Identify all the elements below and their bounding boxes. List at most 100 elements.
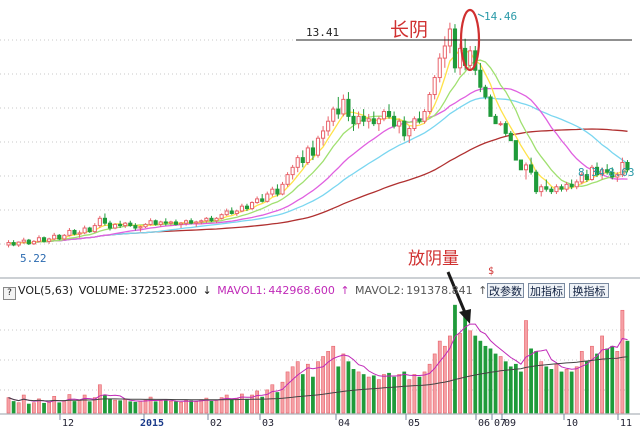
candle-body bbox=[513, 140, 518, 161]
volume-bar bbox=[42, 402, 46, 414]
candle-body bbox=[214, 217, 219, 222]
candle-body bbox=[270, 188, 275, 195]
mavol2-value: 191378.841 bbox=[406, 284, 473, 297]
time-tick-label: 10 bbox=[566, 418, 578, 428]
right-price-label-2: 8.63 bbox=[608, 166, 635, 179]
volume-bar bbox=[569, 371, 574, 414]
volume-bar bbox=[407, 379, 412, 414]
volume-bar bbox=[458, 333, 462, 414]
candle-body bbox=[412, 118, 417, 130]
volume-bar bbox=[351, 369, 356, 414]
candle-body bbox=[397, 120, 402, 127]
candle-body bbox=[605, 169, 610, 173]
candle-body bbox=[123, 222, 128, 227]
candle-body bbox=[163, 221, 168, 224]
candle-body bbox=[204, 217, 209, 222]
volume-bar bbox=[194, 401, 199, 414]
volume-bar bbox=[615, 351, 620, 414]
candle-body bbox=[310, 147, 315, 156]
candle-body bbox=[569, 183, 574, 188]
vol-indicator-name: VOL(5,63) bbox=[18, 284, 74, 297]
volume-bar bbox=[184, 399, 188, 414]
candle-body bbox=[52, 234, 57, 240]
volume-bar bbox=[37, 398, 41, 414]
volume-down-arrow-icon: ↓ bbox=[202, 284, 212, 297]
candle-body bbox=[544, 186, 549, 190]
candle-body bbox=[315, 137, 321, 156]
volume-bar bbox=[478, 340, 483, 414]
candle-body bbox=[336, 108, 341, 115]
candle-body bbox=[194, 221, 199, 224]
candle-body bbox=[447, 28, 452, 47]
volume-bar bbox=[153, 401, 158, 414]
volume-bar bbox=[463, 315, 467, 414]
volume-marker: $ bbox=[488, 266, 494, 277]
candle-body bbox=[564, 183, 569, 190]
candle-body bbox=[128, 222, 133, 227]
candle-body bbox=[351, 115, 356, 125]
candle-body bbox=[138, 226, 143, 229]
candle-body bbox=[341, 98, 346, 115]
candle-body bbox=[36, 237, 42, 242]
candle-body bbox=[143, 223, 148, 228]
volume-bar bbox=[600, 335, 604, 414]
switch-indicator-button[interactable]: 换指标 bbox=[569, 283, 609, 298]
candle-body bbox=[371, 118, 376, 125]
candle-body bbox=[189, 220, 194, 224]
volume-bar bbox=[387, 372, 391, 414]
volume-bar bbox=[427, 363, 432, 414]
volume-bar bbox=[174, 401, 178, 414]
volume-bar bbox=[321, 356, 325, 414]
volume-bar bbox=[229, 399, 234, 414]
peak-price-label: 14.46 bbox=[484, 10, 517, 23]
candle-body bbox=[285, 174, 290, 185]
volume-bar bbox=[397, 374, 402, 414]
volume-bar bbox=[539, 361, 544, 414]
volume-bar bbox=[87, 401, 92, 414]
volume-bar bbox=[336, 366, 341, 414]
volume-bar bbox=[82, 394, 87, 414]
help-icon[interactable]: ? bbox=[3, 287, 16, 300]
volume-bar bbox=[148, 396, 153, 414]
volume-bar bbox=[123, 399, 128, 414]
volume-bar bbox=[503, 361, 508, 414]
volume-bar bbox=[417, 376, 422, 414]
candle-body bbox=[478, 69, 483, 88]
candle-body bbox=[153, 220, 158, 225]
time-tick-label: 02 bbox=[210, 418, 222, 428]
volume-bar bbox=[341, 353, 346, 414]
candle-body bbox=[539, 186, 544, 193]
volume-grid bbox=[0, 329, 640, 415]
candle-body bbox=[184, 220, 189, 224]
volume-bar bbox=[346, 361, 351, 414]
volume-bar bbox=[316, 361, 320, 414]
candle-body bbox=[133, 225, 138, 229]
mavol2-label: MAVOL2: bbox=[355, 284, 405, 297]
candle-body bbox=[366, 118, 371, 122]
volume-bar bbox=[26, 403, 31, 414]
volume-bar bbox=[448, 335, 452, 414]
candle-body bbox=[549, 188, 554, 193]
volume-bar bbox=[564, 369, 569, 414]
volume-bar bbox=[493, 353, 498, 414]
volume-bar bbox=[21, 394, 26, 414]
volume-bar bbox=[488, 348, 493, 414]
candle-body bbox=[209, 217, 214, 222]
mavol2-line bbox=[8, 356, 628, 402]
volume-bar bbox=[265, 389, 270, 414]
candle-body bbox=[402, 120, 407, 137]
volume-bar bbox=[422, 371, 427, 414]
modify-params-button[interactable]: 改参数 bbox=[487, 283, 524, 298]
heavy-volume-annotation: 放阴量 bbox=[408, 249, 459, 269]
volume-value: 372523.000 bbox=[130, 284, 197, 297]
candle-body bbox=[376, 118, 381, 125]
right-price-label-1: 8.34 bbox=[578, 166, 605, 179]
volume-bar bbox=[483, 345, 488, 414]
candle-body bbox=[321, 130, 326, 139]
add-indicator-button[interactable]: 加指标 bbox=[528, 283, 565, 298]
candle-body bbox=[107, 222, 113, 229]
left-low-label: 5.22 bbox=[20, 252, 47, 265]
candle-body bbox=[625, 161, 630, 171]
mavol1-label: MAVOL1: bbox=[217, 284, 267, 297]
